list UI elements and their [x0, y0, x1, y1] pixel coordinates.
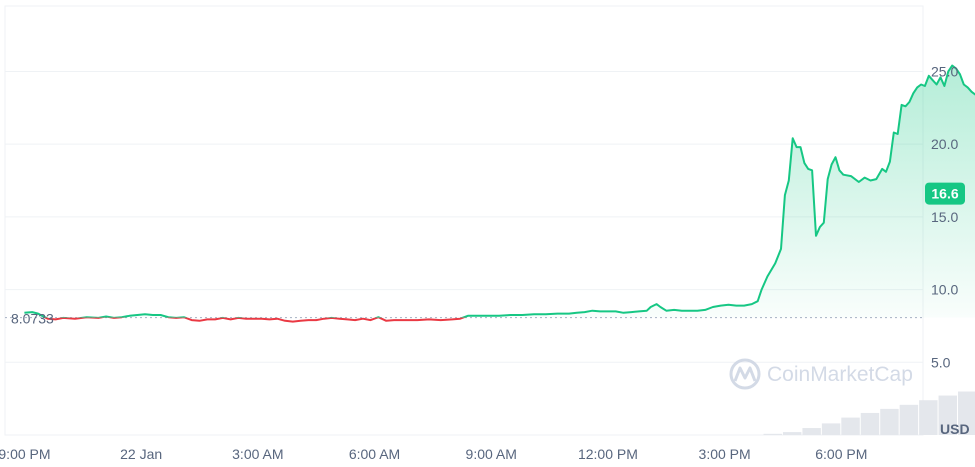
- volume-bars: [763, 391, 975, 435]
- volume-bar: [763, 433, 782, 435]
- volume-bar: [821, 423, 841, 435]
- price-line-up: [24, 64, 975, 318]
- x-tick-label: 22 Jan: [120, 446, 162, 462]
- price-area-fill: [24, 65, 975, 318]
- volume-bar: [958, 391, 975, 435]
- x-tick-label: 6:00 AM: [349, 446, 400, 462]
- current-price-label: 16.6: [931, 186, 958, 202]
- y-tick-label: 10.0: [931, 282, 958, 298]
- volume-bar: [860, 412, 880, 435]
- x-tick-label: 9:00 AM: [466, 446, 517, 462]
- volume-bar: [802, 428, 821, 435]
- volume-bar: [841, 417, 860, 435]
- y-tick-label: 20.0: [931, 136, 958, 152]
- y-axis: 5.0 10.0 15.0 20.0 25.0: [931, 63, 958, 370]
- x-tick-label: 3:00 AM: [232, 446, 283, 462]
- volume-bar: [938, 395, 958, 435]
- x-tick-label: 3:00 PM: [699, 446, 751, 462]
- x-tick-label: 6:00 PM: [815, 446, 867, 462]
- price-area: [24, 65, 975, 318]
- watermark-text: CoinMarketCap: [767, 363, 913, 386]
- volume-bar: [919, 400, 938, 435]
- price-line-down: [43, 317, 466, 323]
- x-tick-label: 12:00 PM: [578, 446, 638, 462]
- currency-label: USD: [940, 421, 970, 437]
- price-line[interactable]: [24, 64, 975, 323]
- coinmarketcap-logo-icon: [729, 358, 761, 390]
- watermark: CoinMarketCap: [729, 358, 913, 390]
- volume-bar: [782, 432, 802, 435]
- y-tick-label: 5.0: [931, 354, 951, 370]
- x-axis: 9:00 PM 22 Jan 3:00 AM 6:00 AM 9:00 AM 12:00 …: [0, 446, 867, 462]
- baseline-label: 8.0733: [11, 311, 54, 327]
- current-price-badge: 16.6: [925, 182, 965, 205]
- y-tick-label: 15.0: [931, 209, 958, 225]
- volume-bar: [880, 408, 899, 435]
- volume-bar: [899, 404, 919, 435]
- y-tick-label: 25.0: [931, 63, 958, 79]
- x-tick-label: 9:00 PM: [0, 446, 51, 462]
